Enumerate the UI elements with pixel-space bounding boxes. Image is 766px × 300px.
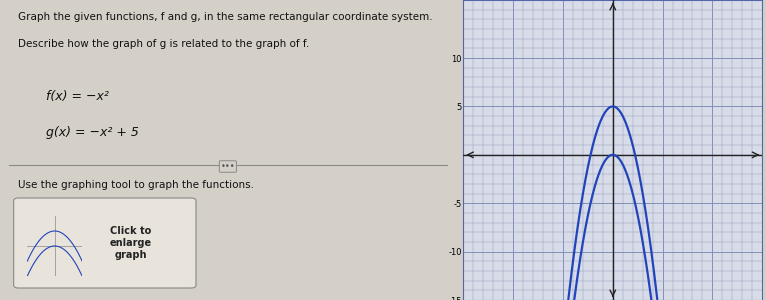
Text: Use the graphing tool to graph the functions.: Use the graphing tool to graph the funct… (18, 180, 254, 190)
Text: Graph the given functions, f and g, in the same rectangular coordinate system.: Graph the given functions, f and g, in t… (18, 12, 433, 22)
Text: f(x) = −x²: f(x) = −x² (46, 90, 109, 103)
Text: g(x) = −x² + 5: g(x) = −x² + 5 (46, 126, 139, 139)
Text: Describe how the graph of g is related to the graph of f.: Describe how the graph of g is related t… (18, 39, 309, 49)
Text: Click to
enlarge
graph: Click to enlarge graph (110, 226, 152, 260)
Text: •••: ••• (221, 162, 235, 171)
FancyBboxPatch shape (14, 198, 196, 288)
